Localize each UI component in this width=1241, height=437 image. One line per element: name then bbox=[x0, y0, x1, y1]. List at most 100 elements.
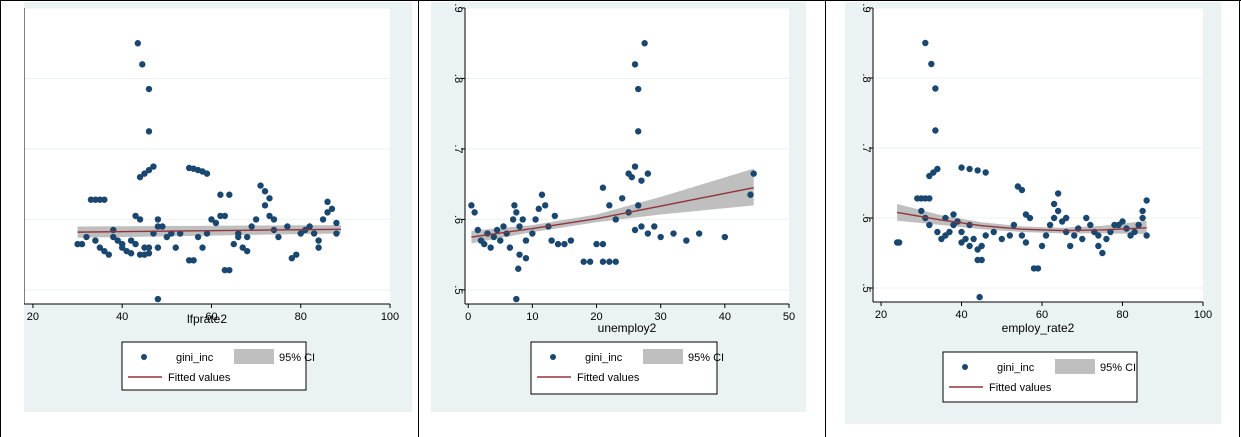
data-point bbox=[1018, 186, 1026, 194]
data-point bbox=[177, 230, 184, 237]
data-point bbox=[127, 237, 135, 244]
data-point bbox=[96, 196, 104, 203]
data-point bbox=[541, 202, 549, 209]
data-point bbox=[1107, 228, 1114, 236]
legend-ci-label: 95% CI bbox=[688, 352, 724, 364]
data-point bbox=[958, 228, 965, 236]
legend-point-swatch bbox=[962, 364, 968, 370]
data-point bbox=[1071, 232, 1078, 239]
chart-panel-employ-rate2: .5 .6 .7 .8 .9 20 40 60 80 100 employ_rate2 gini_in… bbox=[845, 2, 1221, 424]
data-point bbox=[638, 177, 645, 184]
data-point bbox=[532, 216, 539, 223]
data-point bbox=[618, 195, 626, 202]
legend-box bbox=[121, 341, 307, 391]
x-tick-label: 60 bbox=[205, 311, 217, 323]
y-tick-label: .9 bbox=[452, 3, 464, 12]
data-point bbox=[631, 226, 639, 234]
data-point bbox=[1103, 235, 1110, 243]
data-point bbox=[513, 209, 520, 216]
data-point bbox=[101, 196, 108, 203]
legend-ci-swatch bbox=[1055, 359, 1095, 374]
data-point bbox=[1054, 207, 1062, 215]
data-point bbox=[966, 242, 973, 250]
data-point bbox=[145, 128, 153, 135]
fitted-line bbox=[471, 187, 754, 238]
data-point bbox=[315, 244, 322, 251]
data-point bbox=[261, 202, 269, 209]
legend-box bbox=[942, 351, 1138, 403]
data-point bbox=[134, 40, 142, 47]
data-point bbox=[516, 251, 523, 258]
legend-points-label: gini_inc bbox=[997, 362, 1035, 374]
data-point bbox=[934, 228, 941, 236]
data-point bbox=[515, 265, 522, 272]
data-point bbox=[670, 230, 677, 237]
data-point bbox=[150, 163, 157, 170]
x-tick-label: 20 bbox=[27, 311, 39, 323]
x-tick-label: 100 bbox=[381, 311, 399, 323]
data-point bbox=[1062, 214, 1070, 222]
data-point bbox=[966, 165, 973, 173]
data-point bbox=[199, 244, 206, 251]
data-point bbox=[145, 244, 153, 251]
data-point bbox=[683, 237, 690, 244]
data-point bbox=[612, 216, 619, 223]
data-point bbox=[1079, 235, 1086, 243]
data-point bbox=[226, 191, 233, 198]
data-point bbox=[500, 223, 507, 230]
data-point bbox=[145, 166, 153, 174]
data-point bbox=[154, 295, 162, 303]
data-point bbox=[319, 216, 327, 223]
data-point bbox=[750, 170, 757, 177]
fitted-line bbox=[897, 211, 1147, 232]
data-point bbox=[163, 233, 171, 241]
data-point bbox=[922, 39, 929, 47]
y-tick-label: .7 bbox=[860, 143, 872, 152]
data-point bbox=[926, 221, 933, 229]
y-tick-label: .6 bbox=[860, 213, 872, 222]
data-point bbox=[212, 219, 220, 227]
data-point bbox=[982, 232, 989, 239]
table-border-right bbox=[1239, 0, 1240, 437]
table-border-top bbox=[0, 0, 1241, 1]
x-axis-label: lfprate2 bbox=[187, 312, 227, 326]
data-point bbox=[631, 61, 639, 68]
data-point bbox=[257, 182, 264, 189]
data-point bbox=[92, 196, 99, 203]
data-point bbox=[275, 233, 282, 241]
legend-points-label: gini_inc bbox=[176, 352, 214, 364]
data-point bbox=[593, 240, 600, 248]
data-point bbox=[1038, 242, 1046, 250]
data-point bbox=[252, 216, 260, 223]
x-tick-label: 20 bbox=[590, 311, 602, 323]
data-point bbox=[136, 173, 144, 181]
chart-lfprate2: .5.6.7.8.920406080100lfprate2gini_inc95%… bbox=[11, 3, 399, 391]
data-point bbox=[635, 202, 642, 209]
data-point bbox=[114, 237, 121, 244]
data-point bbox=[145, 85, 153, 93]
data-point bbox=[926, 195, 933, 202]
data-point bbox=[567, 237, 575, 244]
data-point bbox=[471, 209, 478, 216]
data-point bbox=[1135, 221, 1142, 229]
data-point bbox=[509, 216, 517, 223]
table-border-mid-1 bbox=[418, 0, 419, 437]
data-point bbox=[266, 212, 273, 220]
data-point bbox=[297, 230, 304, 237]
data-point bbox=[599, 184, 607, 191]
data-point bbox=[194, 233, 202, 241]
data-point bbox=[266, 195, 273, 202]
x-tick-label: 100 bbox=[1194, 309, 1212, 321]
data-point bbox=[141, 170, 148, 177]
data-point bbox=[132, 240, 139, 248]
data-point bbox=[895, 239, 903, 246]
data-point bbox=[468, 202, 475, 209]
data-point bbox=[522, 254, 530, 262]
data-point bbox=[127, 250, 135, 257]
data-point bbox=[695, 230, 703, 237]
data-point bbox=[535, 205, 542, 213]
data-point bbox=[644, 170, 652, 177]
legend-ci-label: 95% CI bbox=[279, 352, 315, 364]
data-point bbox=[628, 173, 636, 181]
ci-band bbox=[471, 168, 754, 244]
